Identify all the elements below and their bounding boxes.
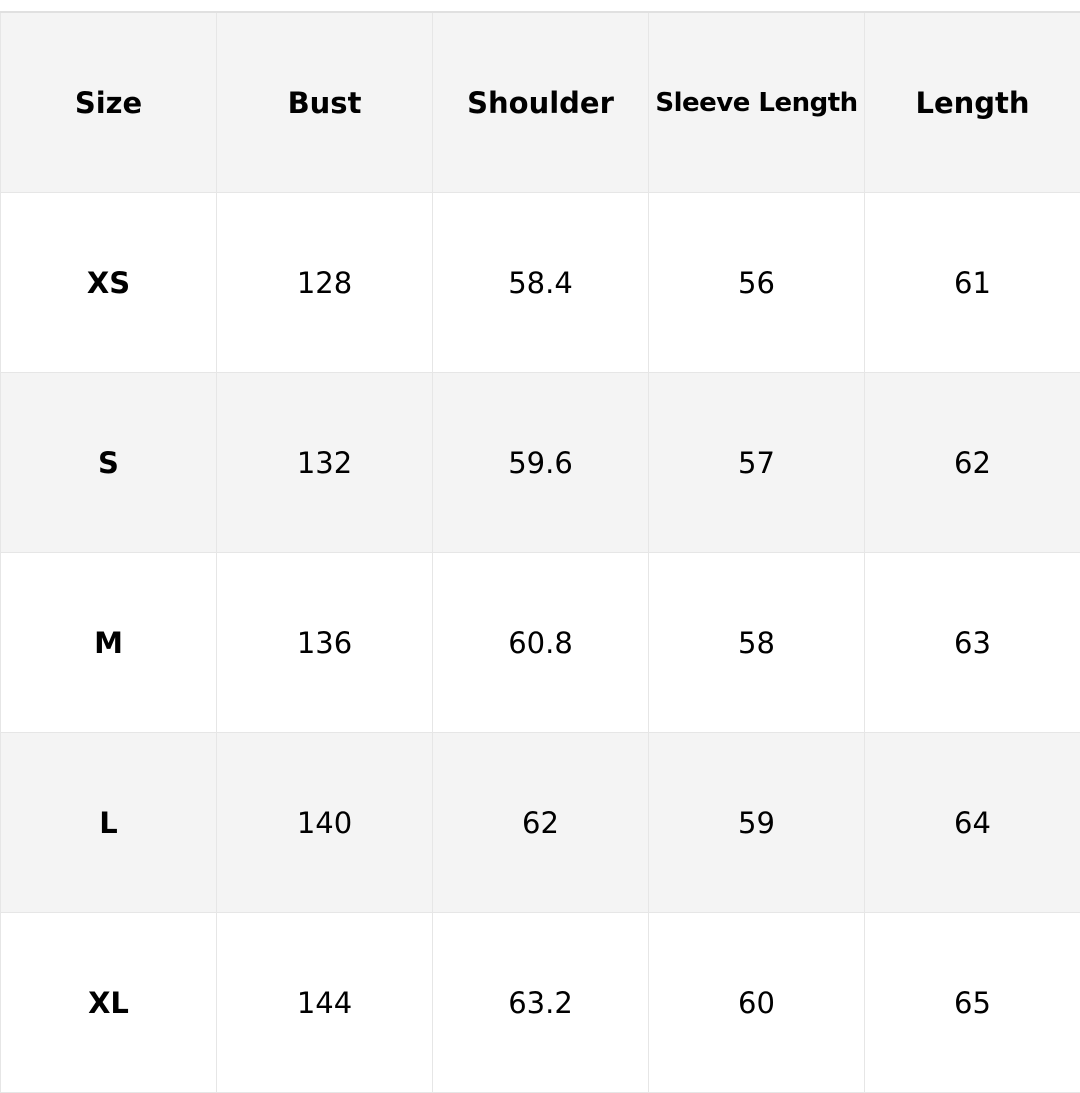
cell-shoulder: 59.6 (433, 373, 649, 553)
cell-bust: 128 (217, 193, 433, 373)
cell-bust: 136 (217, 553, 433, 733)
cell-sleeve-length: 58 (649, 553, 865, 733)
header-size: Size (1, 12, 217, 193)
cell-length: 63 (865, 553, 1080, 733)
cell-size: M (1, 553, 217, 733)
cell-bust: 144 (217, 913, 433, 1093)
cell-bust: 140 (217, 733, 433, 913)
cell-sleeve-length: 59 (649, 733, 865, 913)
header-shoulder: Shoulder (433, 12, 649, 193)
cell-length: 61 (865, 193, 1080, 373)
cell-sleeve-length: 57 (649, 373, 865, 553)
cell-shoulder: 62 (433, 733, 649, 913)
cell-size: XS (1, 193, 217, 373)
cell-length: 62 (865, 373, 1080, 553)
cell-sleeve-length: 60 (649, 913, 865, 1093)
cell-shoulder: 60.8 (433, 553, 649, 733)
cell-size: S (1, 373, 217, 553)
header-row: Size Bust Shoulder Sleeve Length Length (1, 12, 1080, 193)
cell-size: XL (1, 913, 217, 1093)
cell-shoulder: 63.2 (433, 913, 649, 1093)
cell-length: 65 (865, 913, 1080, 1093)
header-length: Length (865, 12, 1080, 193)
size-chart-table: Size Bust Shoulder Sleeve Length Length … (0, 11, 1080, 1093)
cell-shoulder: 58.4 (433, 193, 649, 373)
cell-length: 64 (865, 733, 1080, 913)
cell-sleeve-length: 56 (649, 193, 865, 373)
header-bust: Bust (217, 12, 433, 193)
cell-size: L (1, 733, 217, 913)
header-sleeve-length: Sleeve Length (649, 12, 865, 193)
cell-bust: 132 (217, 373, 433, 553)
